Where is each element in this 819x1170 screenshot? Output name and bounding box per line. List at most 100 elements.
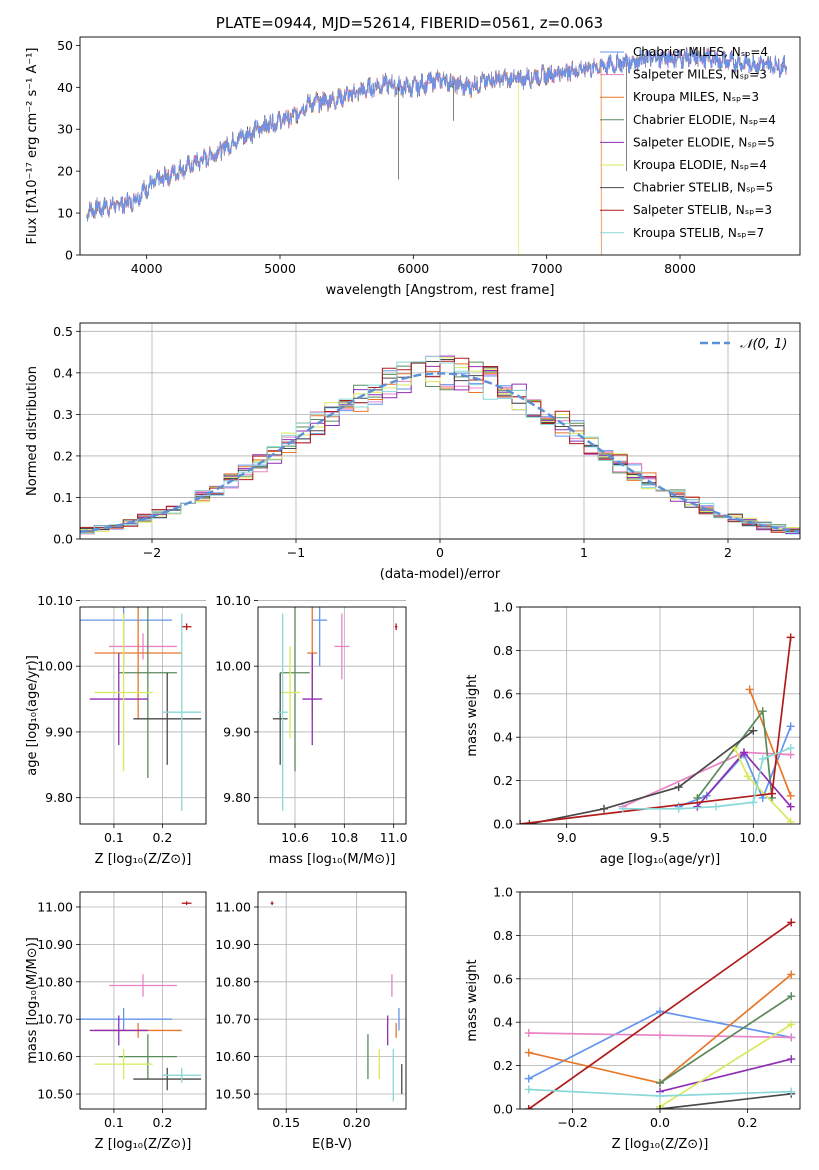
x-axis-label: (data-model)/error <box>380 567 501 582</box>
series-marker <box>693 802 702 811</box>
y-tick-label: 0.1 <box>53 490 73 505</box>
legend-entry: Kroupa MILES, Nₛₚ=3 <box>633 90 759 104</box>
series-marker <box>787 992 796 1001</box>
series-marker <box>786 633 795 642</box>
y-tick-label: 10.10 <box>215 593 251 608</box>
series-marker <box>656 1105 664 1109</box>
plot-area <box>524 918 796 1109</box>
series-marker <box>693 793 702 802</box>
y-tick-label: 10.00 <box>215 659 251 674</box>
plot-area <box>86 46 788 255</box>
y-tick-label: 9.90 <box>45 724 73 739</box>
y-tick-label: 0.2 <box>493 1058 513 1073</box>
x-axis-label: age [log₁₀(age/yr)] <box>600 852 721 867</box>
x-axis-label: Z [log₁₀(Z/Z⊙)] <box>612 1137 709 1152</box>
series-marker <box>656 1031 664 1040</box>
legend-entry: Salpeter MILES, Nₛₚ=3 <box>633 68 767 82</box>
y-axis-label: mass weight <box>465 959 480 1041</box>
y-tick-label: 1.0 <box>493 885 513 900</box>
x-tick-label: 11.0 <box>380 830 408 845</box>
legend-entry: Chabrier MILES, Nₛₚ=4 <box>633 45 768 59</box>
legend-entry: Chabrier STELIB, Nₛₚ=5 <box>633 181 773 195</box>
series-line <box>659 1023 792 1108</box>
x-axis-label: Z [log₁₀(Z/Z⊙)] <box>95 1137 192 1152</box>
series-marker <box>786 791 795 800</box>
series-line <box>529 730 754 824</box>
y-tick-label: 50 <box>57 38 73 53</box>
series-line <box>622 747 792 810</box>
series-marker <box>787 970 796 979</box>
x-axis-label: Z [log₁₀(Z/Z⊙)] <box>95 852 192 867</box>
y-axis-label: age [log₁₀(age/yr)] <box>25 655 40 776</box>
y-tick-label: 0.0 <box>493 1102 513 1117</box>
y-axis-label: mass weight <box>465 674 480 756</box>
x-tick-label: 5000 <box>264 261 296 276</box>
x-tick-label: −2 <box>143 545 161 560</box>
series-marker <box>749 726 758 735</box>
y-tick-label: 0.3 <box>53 407 73 422</box>
series-marker <box>743 772 752 781</box>
axes-frame <box>519 891 801 1110</box>
chart-5: 0.1 0.2 10.50 10.60 10.70 10.80 10.90 11.00 Z [l… <box>25 891 207 1152</box>
axes-frame <box>257 891 407 1110</box>
series-marker <box>656 1091 664 1100</box>
series-marker <box>786 802 795 811</box>
y-tick-label: 10.90 <box>37 937 73 952</box>
series-marker <box>600 804 608 813</box>
x-tick-label: 8000 <box>664 261 696 276</box>
series-marker <box>674 804 683 813</box>
y-tick-label: 0.2 <box>493 773 513 788</box>
spectrum-line <box>86 48 788 222</box>
series-line <box>678 726 792 808</box>
series-marker <box>786 817 795 824</box>
x-axis-label: mass [log₁₀(M/M⊙)] <box>269 852 396 867</box>
x-tick-label: 0.0 <box>650 1115 670 1130</box>
series-marker <box>758 754 767 763</box>
chart-7: −0.2 0.0 0.2 0.0 0.2 0.4 0.6 0.8 1.0 Z [log₁₀(Z/Z… <box>465 885 801 1152</box>
y-tick-label: 10.80 <box>215 974 251 989</box>
x-tick-label: 0.2 <box>152 1115 172 1130</box>
y-tick-label: 10.70 <box>37 1012 73 1027</box>
histogram-steps <box>80 356 800 534</box>
series-line <box>528 921 792 1109</box>
y-axis-label: mass [log₁₀(M/M⊙)] <box>25 937 40 1064</box>
legend-entry: 𝒩(0, 1) <box>740 337 787 352</box>
y-tick-label: 10.70 <box>215 1012 251 1027</box>
x-tick-label: 10.6 <box>281 830 309 845</box>
legend-entry: Salpeter ELODIE, Nₛₚ=5 <box>633 135 775 149</box>
x-tick-label: 9.0 <box>557 830 577 845</box>
x-tick-label: 6000 <box>397 261 429 276</box>
x-tick-label: 2 <box>724 545 732 560</box>
x-tick-label: −1 <box>287 545 305 560</box>
series-marker <box>786 744 795 753</box>
plot-area <box>270 901 403 1102</box>
legend-entry: Kroupa ELODIE, Nₛₚ=4 <box>633 158 767 172</box>
series-line <box>659 1092 792 1109</box>
spectrum-line <box>86 69 520 255</box>
y-tick-label: 10.60 <box>215 1049 251 1064</box>
y-axis-label: Normed distribution <box>25 366 40 496</box>
x-tick-label: 4000 <box>131 261 163 276</box>
plot-area <box>80 355 800 535</box>
axes-frame <box>79 322 801 540</box>
x-tick-label: 0.20 <box>343 1115 371 1130</box>
series-marker <box>712 802 720 811</box>
series-marker <box>749 798 758 807</box>
series-line <box>659 1058 792 1093</box>
series-marker <box>787 1020 796 1029</box>
y-tick-label: 0.5 <box>53 324 73 339</box>
y-tick-label: 11.00 <box>37 899 73 914</box>
y-tick-label: 9.80 <box>45 790 73 805</box>
series-marker <box>740 748 748 757</box>
x-tick-label: 0.1 <box>104 1115 124 1130</box>
x-axis-label: wavelength [Angstrom, rest frame] <box>326 283 555 298</box>
y-tick-label: 10.00 <box>37 659 73 674</box>
series-line <box>748 689 792 797</box>
x-tick-label: 7000 <box>531 261 563 276</box>
y-tick-label: 0.4 <box>53 365 73 380</box>
y-tick-label: 0.8 <box>493 643 513 658</box>
x-axis-label: E(B-V) <box>312 1137 352 1152</box>
plot-area <box>272 607 398 811</box>
axes-frame <box>79 36 801 256</box>
